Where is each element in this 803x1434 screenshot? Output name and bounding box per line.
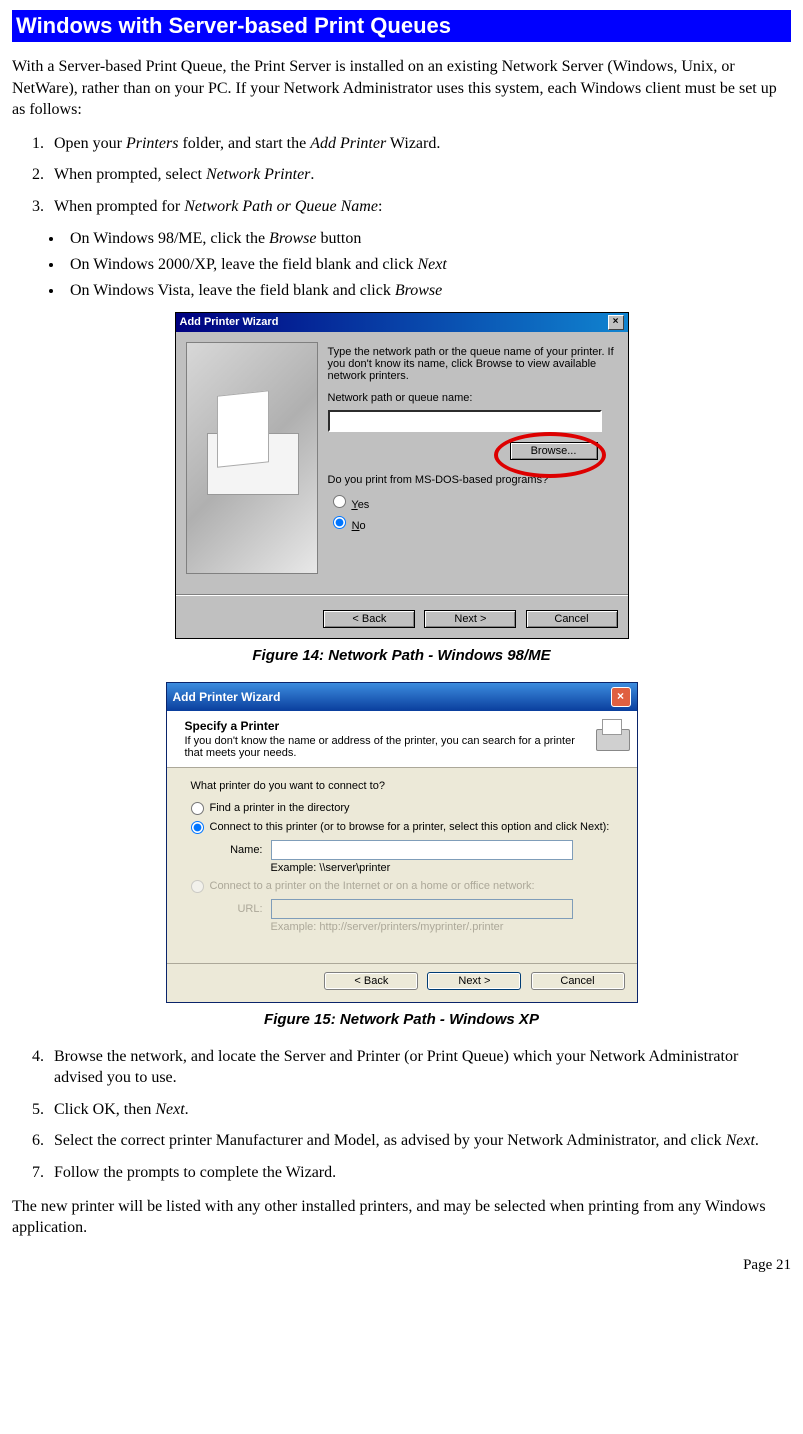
cancel-button[interactable]: Cancel [526, 610, 618, 628]
figure-14-caption: Figure 14: Network Path - Windows 98/ME [12, 647, 791, 664]
path-label: Network path or queue name: [328, 392, 618, 404]
divider [176, 594, 628, 596]
win98-titlebar: Add Printer Wizard × [176, 313, 628, 332]
step-3: When prompted for Network Path or Queue … [48, 196, 791, 218]
step-5: Click OK, then Next. [48, 1099, 791, 1121]
bullet-winxp: On Windows 2000/XP, leave the field blan… [64, 256, 791, 274]
back-button[interactable]: < Back [324, 972, 418, 990]
winxp-header: Specify a Printer If you don't know the … [167, 711, 637, 768]
radio-connect[interactable] [191, 821, 204, 834]
next-button[interactable]: Next > [427, 972, 521, 990]
win98-dialog: Add Printer Wizard × Type the network pa… [175, 312, 629, 639]
name-input[interactable] [271, 840, 573, 860]
outro-paragraph: The new printer will be listed with any … [12, 1196, 791, 1239]
winxp-button-row: < Back Next > Cancel [167, 972, 637, 1002]
steps-list-top: Open your Printers folder, and start the… [12, 133, 791, 218]
winxp-title: Add Printer Wizard [173, 690, 281, 704]
name-row: Name: [217, 840, 613, 860]
win98-instruction: Type the network path or the queue name … [328, 346, 618, 382]
steps-list-bottom: Browse the network, and locate the Serve… [12, 1046, 791, 1184]
winxp-titlebar: Add Printer Wizard × [167, 683, 637, 711]
wizard-side-image [186, 342, 318, 574]
network-path-input[interactable] [328, 410, 602, 432]
next-button[interactable]: Next > [424, 610, 516, 628]
radio-yes[interactable]: Yes [328, 492, 618, 511]
figure-14: Add Printer Wizard × Type the network pa… [12, 312, 791, 639]
question-label: What printer do you want to connect to? [191, 780, 613, 792]
step-1: Open your Printers folder, and start the… [48, 133, 791, 155]
option-find-directory[interactable]: Find a printer in the directory [191, 802, 613, 815]
url-example: Example: http://server/printers/myprinte… [271, 921, 613, 933]
header-title: Specify a Printer [185, 719, 593, 733]
dos-question: Do you print from MS-DOS-based programs? [328, 474, 618, 486]
header-subtitle: If you don't know the name or address of… [185, 735, 593, 759]
printer-icon [592, 719, 624, 755]
step-2: When prompted, select Network Printer. [48, 164, 791, 186]
name-example: Example: \\server\printer [271, 862, 613, 874]
figure-15: Add Printer Wizard × Specify a Printer I… [12, 682, 791, 1003]
option-connect-name[interactable]: Connect to this printer (or to browse fo… [191, 821, 613, 834]
step-4: Browse the network, and locate the Serve… [48, 1046, 791, 1089]
back-button[interactable]: < Back [323, 610, 415, 628]
page-number: Page 21 [12, 1257, 791, 1274]
close-icon[interactable]: × [608, 315, 624, 330]
section-title: Windows with Server-based Print Queues [12, 10, 791, 42]
cancel-button[interactable]: Cancel [531, 972, 625, 990]
divider [167, 963, 637, 964]
url-input [271, 899, 573, 919]
url-row: URL: [217, 899, 613, 919]
step-6: Select the correct printer Manufacturer … [48, 1130, 791, 1152]
intro-paragraph: With a Server-based Print Queue, the Pri… [12, 56, 791, 121]
close-icon[interactable]: × [611, 687, 631, 707]
bullet-win98: On Windows 98/ME, click the Browse butto… [64, 230, 791, 248]
name-label: Name: [217, 844, 263, 856]
sub-bullets: On Windows 98/ME, click the Browse butto… [28, 230, 791, 300]
win98-title: Add Printer Wizard [180, 316, 279, 328]
radio-internet [191, 880, 204, 893]
winxp-dialog: Add Printer Wizard × Specify a Printer I… [166, 682, 638, 1003]
win98-button-row: < Back Next > Cancel [176, 606, 628, 638]
browse-button[interactable]: Browse... [510, 442, 598, 460]
url-label: URL: [217, 903, 263, 915]
bullet-vista: On Windows Vista, leave the field blank … [64, 282, 791, 300]
dos-radio-group: Yes No [328, 492, 618, 532]
radio-find[interactable] [191, 802, 204, 815]
radio-no[interactable]: No [328, 513, 618, 532]
figure-15-caption: Figure 15: Network Path - Windows XP [12, 1011, 791, 1028]
step-7: Follow the prompts to complete the Wizar… [48, 1162, 791, 1184]
option-internet: Connect to a printer on the Internet or … [191, 880, 613, 893]
